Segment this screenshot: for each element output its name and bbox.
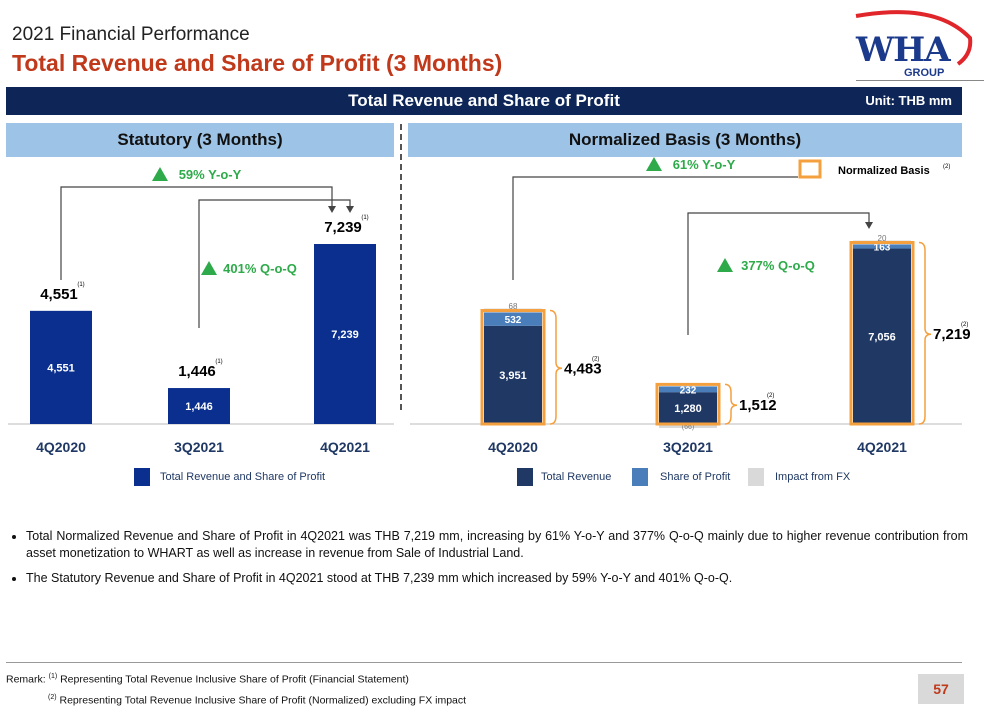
footnote-mark: (2) (592, 356, 599, 362)
total-brace (549, 309, 563, 425)
remark-label: Remark: (6, 673, 46, 686)
legend-label: Total Revenue and Share of Profit (160, 471, 325, 483)
category-label: 4Q2020 (36, 439, 86, 455)
page-title: Total Revenue and Share of Profit (3 Mon… (12, 50, 503, 76)
share-of-profit-bar-3q2021 (659, 386, 717, 393)
remark-mark-1: (1) (48, 673, 58, 680)
panel-divider (400, 124, 402, 410)
footnote-mark: (2) (767, 393, 774, 399)
charts-canvas: 4,5514,551(1)4Q20201,4461,446(1)3Q20217,… (8, 157, 971, 486)
qoq-connector (687, 212, 870, 335)
legend-label: Total Revenue (541, 471, 611, 483)
revenue-inner-label: 3,951 (499, 370, 527, 382)
qoq-connector (198, 199, 351, 328)
normalized-total-label: 7,219 (933, 326, 971, 343)
normalized-total-label: 4,483 (564, 360, 602, 377)
footnote-mark: (1) (77, 282, 84, 288)
category-label: 4Q2021 (857, 439, 907, 455)
page-subtitle: 2021 Financial Performance (12, 24, 250, 45)
yoy-connector (512, 176, 798, 280)
bar-inner-label: 1,446 (185, 401, 213, 413)
total-revenue-bar-4q2021 (853, 248, 911, 424)
remark-note-2: Representing Total Revenue Inclusive Sha… (59, 694, 467, 706)
revenue-inner-label: 1,280 (674, 403, 702, 415)
share-of-profit-bar-4q2020 (484, 312, 542, 326)
arrow-head (346, 206, 354, 213)
growth-triangle-icon (717, 258, 733, 272)
legend-label: Impact from FX (775, 471, 851, 483)
section-banner: Total Revenue and Share of Profit Unit: … (6, 87, 962, 115)
normalized-border (480, 309, 546, 426)
total-revenue-bar-3q2021 (659, 392, 717, 424)
logo: WHA (856, 30, 951, 70)
bar-inner-label: 7,239 (331, 329, 359, 341)
statutory-bar-4q2021 (314, 244, 376, 424)
growth-triangle-icon (152, 167, 168, 181)
yoy-connector (60, 186, 333, 280)
legend-swatch (517, 468, 533, 486)
fx-label: 68 (509, 302, 518, 311)
banner-title: Total Revenue and Share of Profit (348, 91, 620, 110)
legend-swatch (134, 468, 150, 486)
total-brace (724, 383, 738, 425)
bar-inner-label: 4,551 (47, 362, 75, 374)
category-label: 3Q2021 (663, 439, 713, 455)
arrow-head (328, 206, 336, 213)
page-number: 57 (918, 674, 964, 704)
fx-label: (66) (682, 424, 694, 431)
normalized-total-label: 1,512 (739, 397, 777, 414)
normalized-legend-label: Normalized Basis (838, 165, 930, 177)
growth-triangle-icon (201, 261, 217, 275)
total-brace (918, 241, 932, 425)
footnote-mark: (2) (943, 164, 950, 170)
remark-note-1: Representing Total Revenue Inclusive Sha… (60, 673, 409, 686)
remark-mark-2: (2) (48, 693, 57, 701)
fx-label: 20 (878, 234, 887, 243)
category-label: 4Q2021 (320, 439, 370, 455)
bar-value-label: 1,446 (178, 363, 216, 380)
share-inner-label: 532 (505, 315, 522, 326)
bar-value-label: 7,239 (324, 219, 362, 236)
yoy-annotation: 61% Y-o-Y (673, 157, 736, 172)
qoq-annotation: 401% Q-o-Q (223, 261, 297, 276)
bar-value-label: 4,551 (40, 286, 78, 303)
qoq-annotation: 377% Q-o-Q (741, 258, 815, 273)
category-label: 3Q2021 (174, 439, 224, 455)
unit-label: Unit: THB mm (865, 93, 952, 108)
footnote-mark: (2) (961, 322, 968, 328)
footnote-mark: (1) (361, 215, 368, 221)
normalized-panel-title: Normalized Basis (3 Months) (408, 123, 962, 157)
legend-swatch (748, 468, 764, 486)
logo-subtext: GROUP (904, 67, 945, 79)
logo-underline (856, 80, 984, 81)
bullet-item: Total Normalized Revenue and Share of Pr… (26, 528, 968, 562)
normalized-border (655, 382, 721, 426)
statutory-bar-4q2020 (30, 310, 92, 424)
arrow-head (865, 222, 873, 229)
logo-swoosh (855, 10, 973, 66)
growth-triangle-icon (646, 157, 662, 171)
share-inner-label: 232 (680, 385, 697, 396)
legend-label: Share of Profit (660, 471, 730, 483)
normalized-border (849, 240, 915, 426)
share-of-profit-bar-4q2021 (853, 244, 911, 249)
normalized-legend-swatch (798, 159, 822, 179)
footer-divider (6, 662, 962, 663)
total-revenue-bar-4q2020 (484, 325, 542, 424)
share-inner-label: 163 (874, 243, 891, 254)
yoy-annotation: 59% Y-o-Y (179, 167, 242, 182)
bullet-item: The Statutory Revenue and Share of Profi… (26, 570, 968, 587)
fx-segment (659, 424, 717, 428)
legend-swatch (632, 468, 648, 486)
statutory-bar-3q2021 (168, 388, 230, 424)
revenue-inner-label: 7,056 (868, 331, 896, 343)
category-label: 4Q2020 (488, 439, 538, 455)
commentary: Total Normalized Revenue and Share of Pr… (8, 528, 968, 595)
footnote-mark: (1) (215, 359, 222, 365)
statutory-panel-title: Statutory (3 Months) (6, 123, 394, 157)
